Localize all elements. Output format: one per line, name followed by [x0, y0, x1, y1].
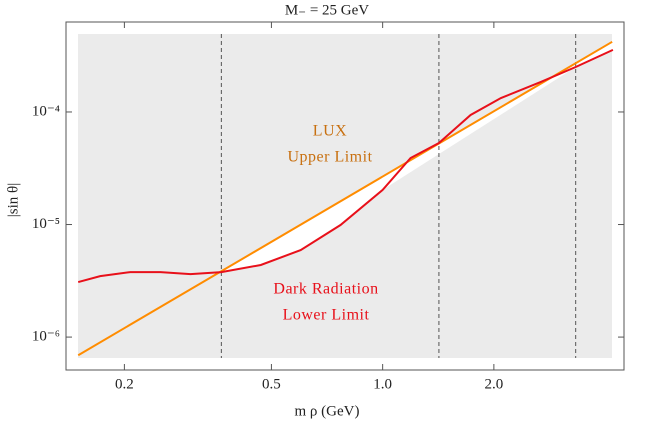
y-tick-label: 10⁻⁵	[32, 216, 60, 232]
y-axis-label: |sin θ|	[5, 183, 21, 217]
x-tick-label: 0.5	[262, 376, 281, 392]
x-tick-label: 0.2	[115, 376, 134, 392]
x-tick-label: 2.0	[484, 376, 503, 392]
annotation: Dark Radiation	[273, 281, 378, 298]
annotation: Upper Limit	[287, 149, 372, 166]
x-axis-label: m ρ (GeV)	[295, 403, 360, 419]
annotation: LUX	[313, 123, 347, 140]
y-tick-label: 10⁻⁴	[32, 103, 60, 119]
plot-frame	[65, 21, 625, 371]
series-line	[77, 48, 614, 284]
chart-title: M₋ = 25 GeV	[285, 2, 369, 18]
x-tick-label: 1.0	[373, 376, 392, 392]
series-line	[77, 40, 613, 357]
y-tick-label: 10⁻⁶	[32, 329, 60, 345]
annotation: Lower Limit	[283, 307, 370, 324]
